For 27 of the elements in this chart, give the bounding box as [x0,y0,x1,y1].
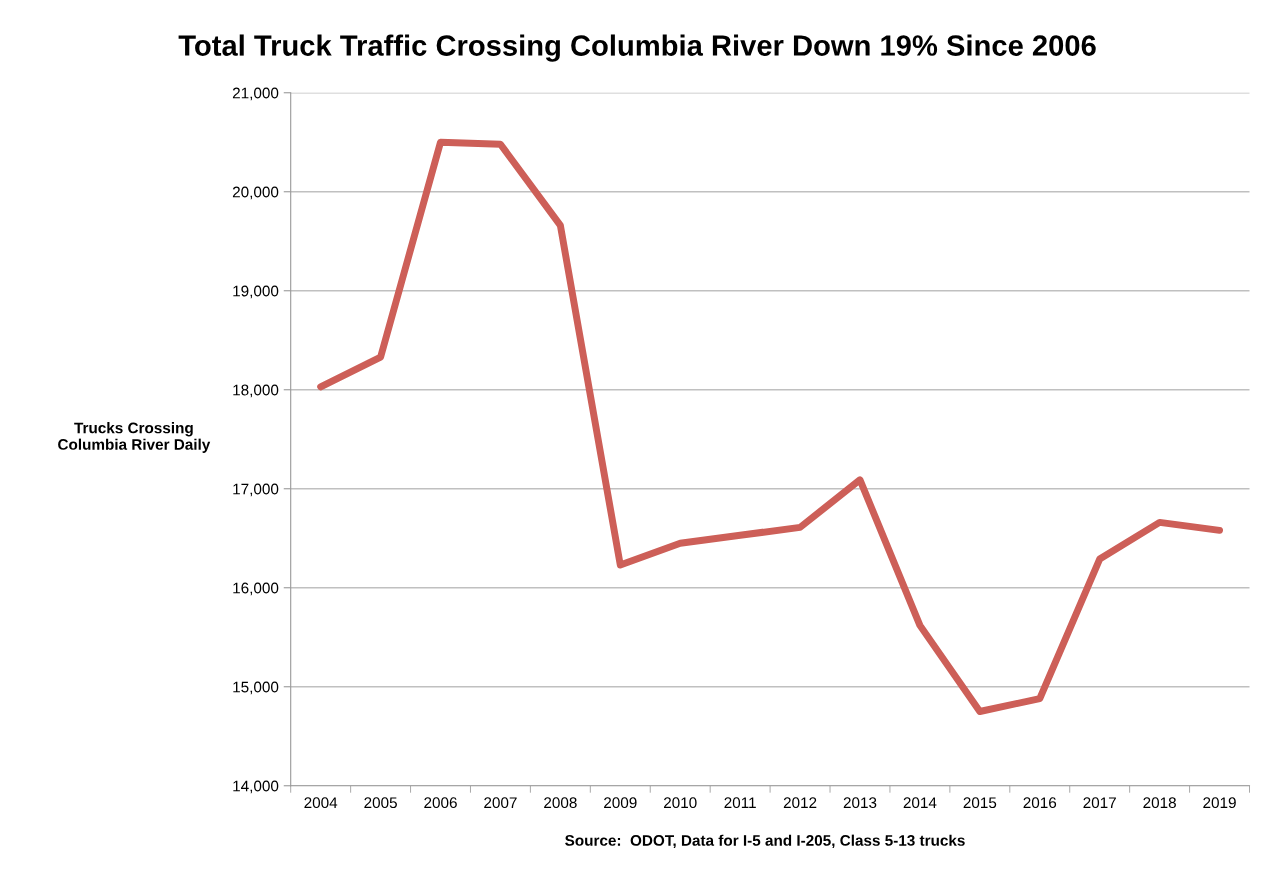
x-tick-label: 2012 [783,797,817,809]
y-tick-label: 18,000 [233,384,279,398]
y-tick-label: 21,000 [232,87,279,101]
y-tick-label: 17,000 [233,483,279,497]
x-tick-label: 2016 [1023,797,1057,809]
x-tick-label: 2011 [724,797,756,809]
chart-title: Total Truck Traffic Crossing Columbia River Down 19% Since 2006 [178,34,1096,62]
x-tick-label: 2014 [903,797,937,809]
y-tick-label: 19,000 [233,285,279,299]
x-tick-label: 2010 [663,797,697,809]
x-tick-label: 2004 [304,797,338,809]
y-tick-label: 14,000 [233,780,279,794]
y-tick-label: 20,000 [232,186,279,200]
x-tick-label: 2015 [963,797,997,809]
source-note: Source: ODOT, Data for I-5 and I-205, Class 5-13 trucks [565,834,965,849]
x-tick-label: 2018 [1143,797,1176,809]
x-tick-label: 2013 [843,797,877,809]
x-tick-label: 2006 [424,797,457,809]
x-tick-label: 2008 [544,797,577,809]
x-tick-label: 2017 [1083,797,1116,809]
y-axis-title: Trucks Crossing Columbia River Daily [58,422,211,453]
y-tick-label: 16,000 [233,582,279,596]
x-tick-label: 2009 [604,797,637,809]
y-tick-label: 15,000 [233,681,279,695]
x-tick-label: 2019 [1203,797,1236,809]
x-tick-label: 2005 [364,797,397,809]
x-tick-label: 2007 [484,797,517,809]
